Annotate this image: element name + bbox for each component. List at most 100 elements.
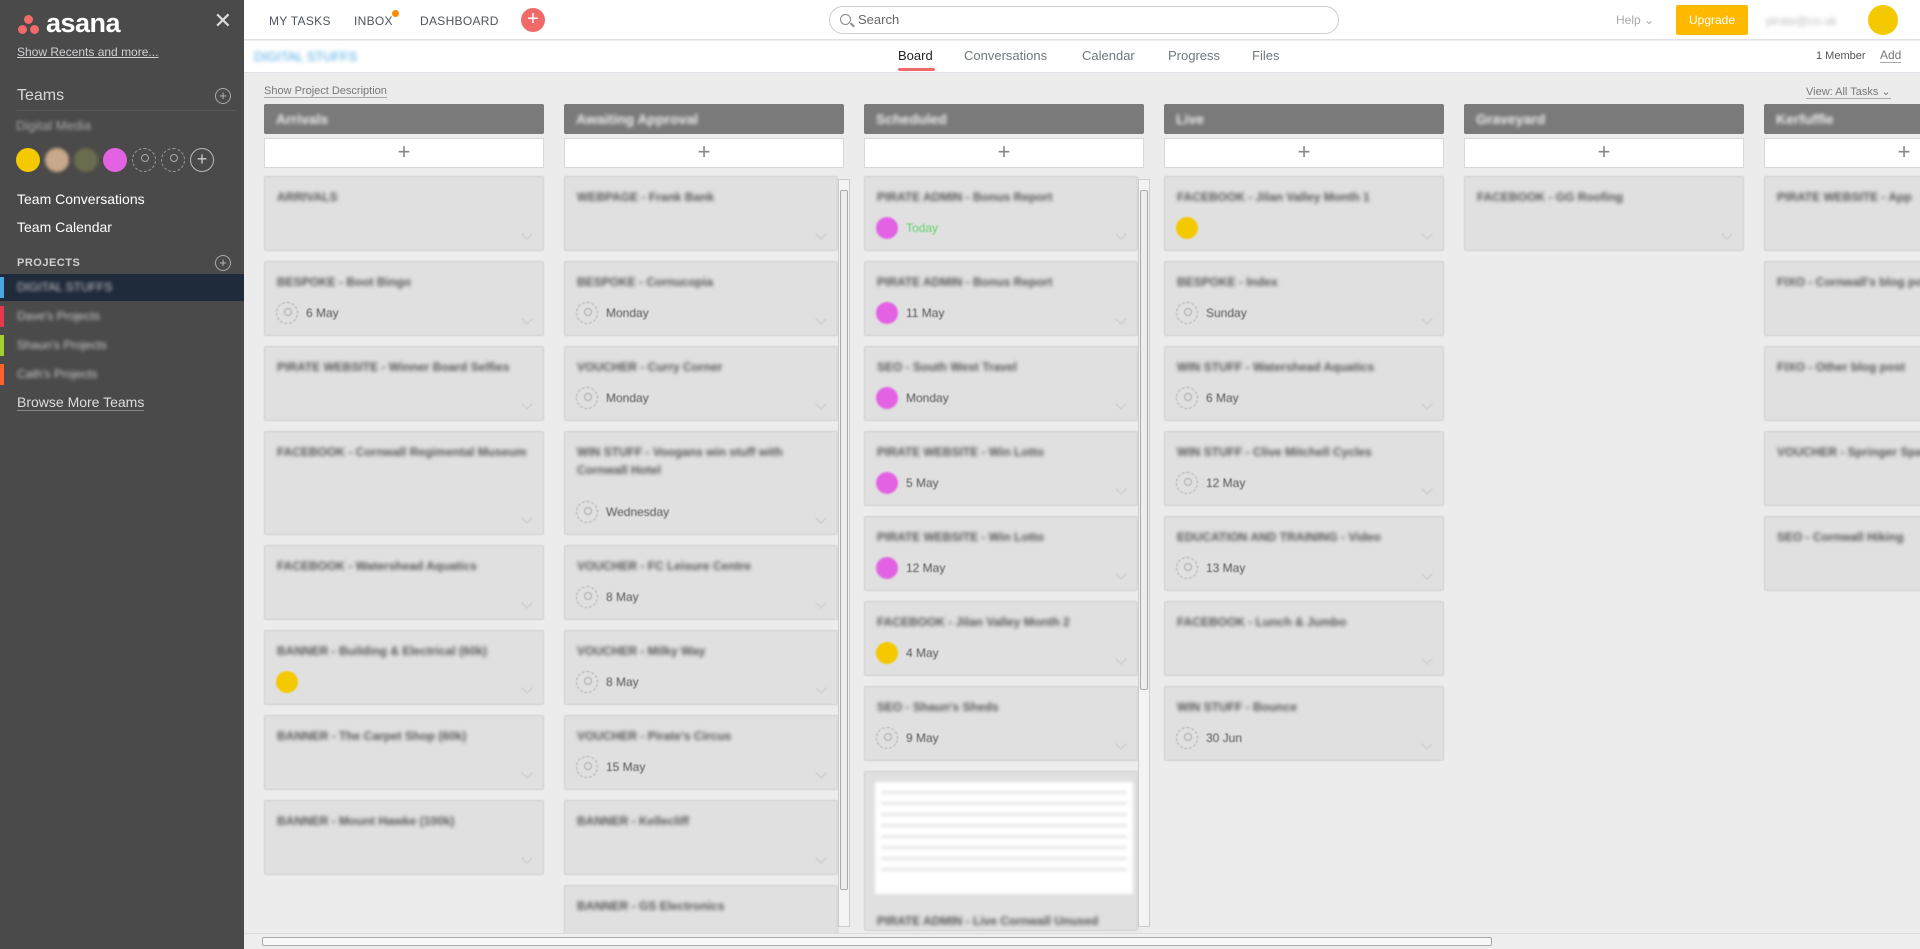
due-date[interactable]: 5 May bbox=[906, 476, 939, 490]
add-project-icon[interactable]: + bbox=[215, 255, 231, 271]
task-card[interactable]: PIRATE WEBSITE - Win Lotto 5 May bbox=[864, 431, 1138, 506]
due-date[interactable]: 8 May bbox=[606, 675, 639, 689]
chevron-down-icon[interactable] bbox=[521, 512, 533, 524]
assignee-avatar[interactable] bbox=[876, 472, 898, 494]
chevron-down-icon[interactable] bbox=[521, 398, 533, 410]
unassigned-icon[interactable] bbox=[1176, 727, 1198, 749]
chevron-down-icon[interactable] bbox=[1721, 228, 1733, 240]
tab-board[interactable]: Board bbox=[898, 48, 933, 63]
task-card[interactable]: BANNER - The Carpet Shop (60k) bbox=[264, 715, 544, 790]
chevron-down-icon[interactable] bbox=[1421, 228, 1433, 240]
due-date[interactable]: 11 May bbox=[906, 306, 945, 320]
task-card[interactable]: VOUCHER - Milky Way 8 May bbox=[564, 630, 838, 705]
add-task-button[interactable]: + bbox=[1764, 138, 1920, 168]
due-date[interactable]: Sunday bbox=[1206, 306, 1247, 320]
task-card[interactable]: FIXO - Cornwall's blog post bbox=[1764, 261, 1920, 336]
avatar[interactable] bbox=[103, 148, 127, 172]
chevron-down-icon[interactable] bbox=[815, 682, 827, 694]
user-email[interactable]: pirate@co.uk bbox=[1766, 14, 1837, 28]
task-card[interactable]: VOUCHER - Pirate's Circus 15 May bbox=[564, 715, 838, 790]
chevron-down-icon[interactable] bbox=[1115, 483, 1127, 495]
chevron-down-icon[interactable] bbox=[521, 682, 533, 694]
chevron-down-icon[interactable] bbox=[815, 767, 827, 779]
chevron-down-icon[interactable] bbox=[1421, 568, 1433, 580]
due-date[interactable]: 9 May bbox=[906, 731, 939, 745]
unassigned-icon[interactable] bbox=[1176, 387, 1198, 409]
task-card[interactable]: FACEBOOK - Lunch & Jumbo bbox=[1164, 601, 1444, 676]
scrollbar-thumb[interactable] bbox=[262, 937, 1492, 946]
due-date[interactable]: 15 May bbox=[606, 760, 646, 774]
chevron-down-icon[interactable] bbox=[1115, 653, 1127, 665]
column-header[interactable]: Kerfuffle bbox=[1764, 104, 1920, 134]
unassigned-icon[interactable] bbox=[576, 501, 598, 523]
assignee-avatar[interactable] bbox=[876, 387, 898, 409]
add-task-button[interactable]: + bbox=[1464, 138, 1744, 168]
task-card[interactable]: FACEBOOK - Cornwall Regimental Museum bbox=[264, 431, 544, 535]
unassigned-icon[interactable] bbox=[1176, 302, 1198, 324]
show-recents-link[interactable]: Show Recents and more... bbox=[17, 45, 159, 59]
search-box[interactable] bbox=[829, 6, 1339, 34]
add-task-button[interactable]: + bbox=[1164, 138, 1444, 168]
show-project-description-link[interactable]: Show Project Description bbox=[264, 85, 387, 98]
help-menu[interactable]: Help ⌄ bbox=[1616, 13, 1655, 27]
task-card[interactable]: FACEBOOK - GG Roofing bbox=[1464, 176, 1744, 251]
attachment-thumbnail[interactable] bbox=[875, 782, 1133, 894]
add-task-button[interactable]: + bbox=[864, 138, 1144, 168]
members-count[interactable]: 1 Member bbox=[1816, 50, 1866, 62]
add-team-icon[interactable]: + bbox=[215, 88, 231, 104]
due-date[interactable]: Monday bbox=[906, 391, 949, 405]
unassigned-icon[interactable] bbox=[276, 302, 298, 324]
assignee-avatar[interactable] bbox=[876, 302, 898, 324]
add-member-link[interactable]: Add bbox=[1880, 48, 1902, 63]
browse-more-teams-link[interactable]: Browse More Teams bbox=[17, 394, 145, 411]
task-card[interactable]: ARRIVALS bbox=[264, 176, 544, 251]
column-scrollbar[interactable] bbox=[838, 179, 850, 927]
column-header[interactable]: Scheduled bbox=[864, 104, 1144, 134]
chevron-down-icon[interactable] bbox=[1421, 738, 1433, 750]
task-card[interactable]: PIRATE ADMIN - Bonus Report 11 May bbox=[864, 261, 1138, 336]
chevron-down-icon[interactable] bbox=[521, 313, 533, 325]
assignee-avatar[interactable] bbox=[1176, 217, 1198, 239]
unassigned-icon[interactable] bbox=[576, 302, 598, 324]
sidebar-project-item[interactable]: Cath's Projects bbox=[0, 361, 244, 388]
task-card[interactable]: WIN STUFF - Clive Mitchell Cycles 12 May bbox=[1164, 431, 1444, 506]
task-card[interactable]: SEO - South West Travel Monday bbox=[864, 346, 1138, 421]
invite-member-icon[interactable] bbox=[161, 148, 185, 172]
task-card[interactable]: FACEBOOK - Watershead Aquatics bbox=[264, 545, 544, 620]
column-scrollbar[interactable] bbox=[1138, 179, 1150, 927]
chevron-down-icon[interactable] bbox=[1115, 568, 1127, 580]
chevron-down-icon[interactable] bbox=[1115, 738, 1127, 750]
inbox-link[interactable]: INBOX bbox=[354, 14, 393, 28]
task-card[interactable]: VOUCHER - FC Leisure Centre 8 May bbox=[564, 545, 838, 620]
chevron-down-icon[interactable] bbox=[815, 597, 827, 609]
due-date[interactable]: 12 May bbox=[906, 561, 946, 575]
due-date[interactable]: Monday bbox=[606, 306, 649, 320]
chevron-down-icon[interactable] bbox=[1115, 398, 1127, 410]
team-name[interactable]: Digital Media bbox=[16, 118, 92, 133]
task-card[interactable]: BESPOKE - Index Sunday bbox=[1164, 261, 1444, 336]
due-date[interactable]: 4 May bbox=[906, 646, 939, 660]
chevron-down-icon[interactable] bbox=[815, 313, 827, 325]
chevron-down-icon[interactable] bbox=[815, 512, 827, 524]
board-horizontal-scrollbar[interactable] bbox=[244, 933, 1920, 949]
tab-conversations[interactable]: Conversations bbox=[964, 48, 1048, 63]
task-card[interactable]: VOUCHER - Springer Spa bbox=[1764, 431, 1920, 506]
task-card[interactable]: BESPOKE - Boot Bingo 6 May bbox=[264, 261, 544, 336]
task-card[interactable]: PIRATE ADMIN - Live Cornwall Unused bbox=[864, 771, 1138, 931]
sidebar-project-item[interactable]: Shaun's Projects bbox=[0, 332, 244, 359]
unassigned-icon[interactable] bbox=[576, 586, 598, 608]
due-date[interactable]: 12 May bbox=[1206, 476, 1246, 490]
task-card[interactable]: BESPOKE - Cornucopia Monday bbox=[564, 261, 838, 336]
chevron-down-icon[interactable] bbox=[521, 852, 533, 864]
avatar[interactable] bbox=[45, 148, 69, 172]
task-card[interactable]: EDUCATION AND TRAINING - Video 13 May bbox=[1164, 516, 1444, 591]
assignee-avatar[interactable] bbox=[276, 671, 298, 693]
task-card[interactable]: FIXO - Other blog post bbox=[1764, 346, 1920, 421]
tab-progress[interactable]: Progress bbox=[1168, 48, 1221, 63]
column-header[interactable]: Awaiting Approval bbox=[564, 104, 844, 134]
task-card[interactable]: BANNER - GS Electronics bbox=[564, 885, 838, 933]
unassigned-icon[interactable] bbox=[1176, 557, 1198, 579]
chevron-down-icon[interactable] bbox=[815, 398, 827, 410]
task-card[interactable]: PIRATE ADMIN - Bonus Report Today bbox=[864, 176, 1138, 251]
chevron-down-icon[interactable] bbox=[521, 597, 533, 609]
